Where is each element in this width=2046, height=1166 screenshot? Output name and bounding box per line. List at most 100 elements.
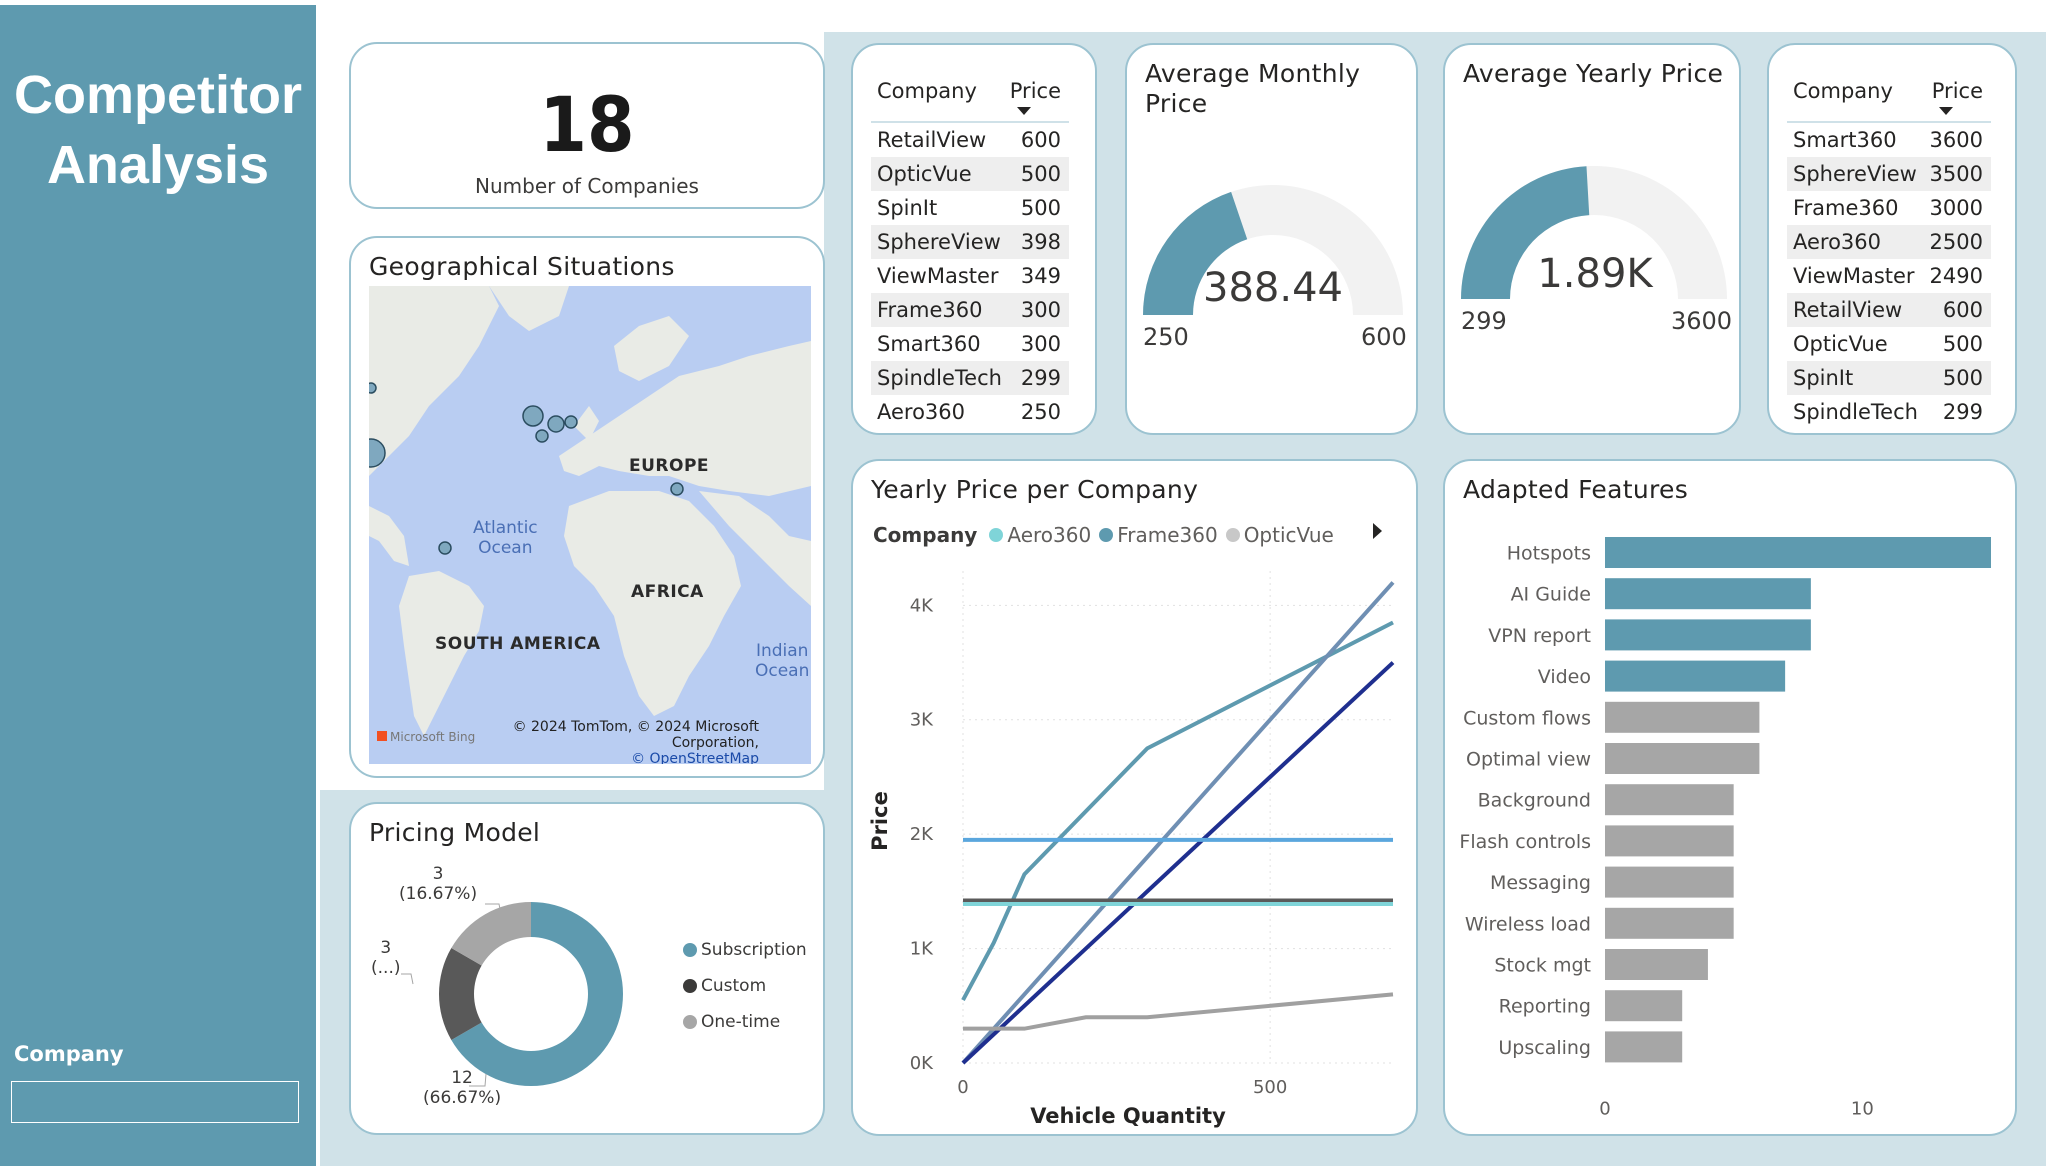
app-title-line2: Analysis [46, 135, 270, 195]
kpi-card[interactable]: 18 Number of Companies [349, 42, 825, 209]
sort-desc-icon[interactable] [1017, 107, 1031, 115]
cell-company: SpindleTech [1793, 400, 1918, 424]
subscription-count: 12 [451, 1068, 473, 1088]
line-series-2[interactable] [961, 581, 1395, 1065]
leader-line [485, 903, 502, 915]
col-price-header[interactable]: Price [1009, 79, 1061, 103]
bar-category-label: AI Guide [1511, 584, 1591, 606]
legend-label: Custom [701, 976, 767, 996]
table-row[interactable]: ViewMaster 349 [871, 259, 1069, 293]
table-row[interactable]: Smart360 300 [871, 327, 1069, 361]
table-row[interactable]: SpinIt 500 [871, 191, 1069, 225]
feature-bar[interactable] [1605, 784, 1734, 816]
avg-monthly-price-card[interactable]: Average Monthly Price 388.44 250 600 [1125, 43, 1418, 435]
feature-bar[interactable] [1605, 537, 1991, 568]
table-row[interactable]: Aero360 250 [871, 395, 1069, 429]
yearly-price-chart-card[interactable]: Yearly Price per Company Company Aero360… [851, 459, 1418, 1136]
cell-price: 500 [1942, 366, 1983, 390]
legend-frame360[interactable]: Frame360 [1117, 523, 1218, 547]
table-row[interactable]: Aero360 2500 [1787, 225, 1991, 259]
col-company-header[interactable]: Company [877, 79, 977, 103]
table-row[interactable]: OpticVue 500 [871, 157, 1069, 191]
line-series-1[interactable] [961, 620, 1394, 1002]
feature-bar[interactable] [1605, 825, 1734, 857]
feature-bar[interactable] [1605, 660, 1786, 692]
donut-slice-one-time[interactable] [451, 902, 531, 966]
bar-category-label: Video [1538, 666, 1591, 688]
app-title-line1: Competitor [14, 65, 302, 125]
table-row[interactable]: OpticVue 500 [1787, 327, 1991, 361]
feature-bar[interactable] [1605, 866, 1734, 898]
osm-link[interactable]: © OpenStreetMap [631, 751, 759, 764]
legend-custom[interactable]: Custom [683, 976, 766, 996]
table-body: RetailView 600 OpticVue 500 SpinIt 500 SphereV… [871, 123, 1069, 429]
line-series-7[interactable] [963, 992, 1394, 1031]
avg-monthly-max: 600 [1361, 323, 1407, 351]
feature-bar[interactable] [1605, 949, 1708, 980]
table-row[interactable]: SpindleTech 299 [1787, 395, 1991, 429]
bar-category-label: Stock mgt [1494, 955, 1591, 977]
yearly-price-table[interactable]: Company Price Smart360 3600 SphereView 3500… [1787, 71, 1991, 429]
feature-bar[interactable] [1605, 1031, 1683, 1063]
table-row[interactable]: SpindleTech 299 [871, 361, 1069, 395]
feature-bar[interactable] [1605, 619, 1811, 651]
legend-subscription[interactable]: Subscription [683, 940, 807, 960]
legend-aero360[interactable]: Aero360 [1007, 523, 1092, 547]
adapted-features-card[interactable]: Adapted Features Hotspots AI Guide VPN rep… [1443, 459, 2017, 1136]
table-row[interactable]: Frame360 300 [871, 293, 1069, 327]
leader-line [469, 1073, 487, 1087]
cell-company: RetailView [877, 128, 987, 152]
legend-label: Subscription [701, 940, 807, 960]
pricing-model-card[interactable]: Pricing Model 3 (16.67%) 3 (...) 12 (66.… [349, 802, 825, 1135]
sort-desc-icon[interactable] [1939, 107, 1953, 115]
cell-price: 299 [1020, 366, 1061, 390]
donut-slice-subscription[interactable] [451, 902, 623, 1086]
feature-bar[interactable] [1605, 701, 1760, 733]
y-tick-label: 3K [910, 710, 934, 731]
map-copyright-text: © 2024 TomTom, © 2024 Microsoft Corporat… [512, 719, 759, 751]
y-axis-label: Price [868, 791, 892, 851]
line-chart-plot[interactable]: 0K 1K 2K 3K 4K 0 500 Vehicle Quantity Price [853, 461, 1418, 1136]
table-row[interactable]: SphereView 398 [871, 225, 1069, 259]
table-row[interactable]: Frame360 3000 [1787, 191, 1991, 225]
table-row[interactable]: RetailView 600 [1787, 293, 1991, 327]
legend-next-arrow-icon[interactable] [1373, 523, 1382, 539]
table-row[interactable]: SphereView 3500 [1787, 157, 1991, 191]
map-card[interactable]: Geographical Situations [349, 236, 825, 778]
feature-bar[interactable] [1605, 990, 1683, 1022]
avg-yearly-price-card[interactable]: Average Yearly Price 1.89K 299 3600 [1443, 43, 1741, 435]
table-row[interactable]: ViewMaster 2490 [1787, 259, 1991, 293]
x-tick-label: 0 [957, 1077, 968, 1098]
feature-bar[interactable] [1605, 907, 1734, 939]
gauge-fill [1143, 191, 1248, 315]
table-header[interactable]: Company Price [1787, 71, 1991, 123]
donut-slice-custom[interactable] [439, 948, 482, 1040]
legend-onetime[interactable]: One-time [683, 1012, 780, 1032]
col-company-header[interactable]: Company [1793, 79, 1893, 103]
company-slicer-input[interactable] [11, 1081, 299, 1123]
table-row[interactable]: RetailView 600 [871, 123, 1069, 157]
sidebar: Competitor Analysis Company [0, 5, 316, 1166]
table-row[interactable]: SpinIt 500 [1787, 361, 1991, 395]
monthly-price-table[interactable]: Company Price RetailView 600 OpticVue 500 Sp… [871, 71, 1069, 429]
monthly-price-table-card[interactable]: Company Price RetailView 600 OpticVue 500 Sp… [851, 43, 1097, 435]
yearly-price-table-card[interactable]: Company Price Smart360 3600 SphereView 3500… [1767, 43, 2017, 435]
table-header[interactable]: Company Price [871, 71, 1069, 123]
features-bar-chart[interactable]: Hotspots AI Guide VPN report Video Custom fl… [1445, 461, 2017, 1136]
avg-monthly-gauge [1143, 185, 1403, 315]
legend-dot [683, 979, 697, 993]
table-row[interactable]: Smart360 3600 [1787, 123, 1991, 157]
map-title: Geographical Situations [369, 252, 675, 281]
map-visual[interactable]: EUROPE AFRICA SOUTH AMERICA Atlantic Oce… [369, 286, 811, 764]
col-price-header[interactable]: Price [1931, 79, 1983, 103]
cell-company: SphereView [877, 230, 1001, 254]
feature-bar[interactable] [1605, 743, 1760, 774]
cell-company: Aero360 [877, 400, 966, 424]
bar-category-label: VPN report [1488, 625, 1591, 647]
legend-dot [683, 943, 697, 957]
line-series-3[interactable] [961, 661, 1395, 1065]
avg-yearly-value: 1.89K [1537, 251, 1653, 297]
map-copyright: © 2024 TomTom, © 2024 Microsoft Corporat… [459, 719, 759, 764]
legend-opticvue[interactable]: OpticVue [1243, 523, 1334, 547]
feature-bar[interactable] [1605, 578, 1811, 610]
